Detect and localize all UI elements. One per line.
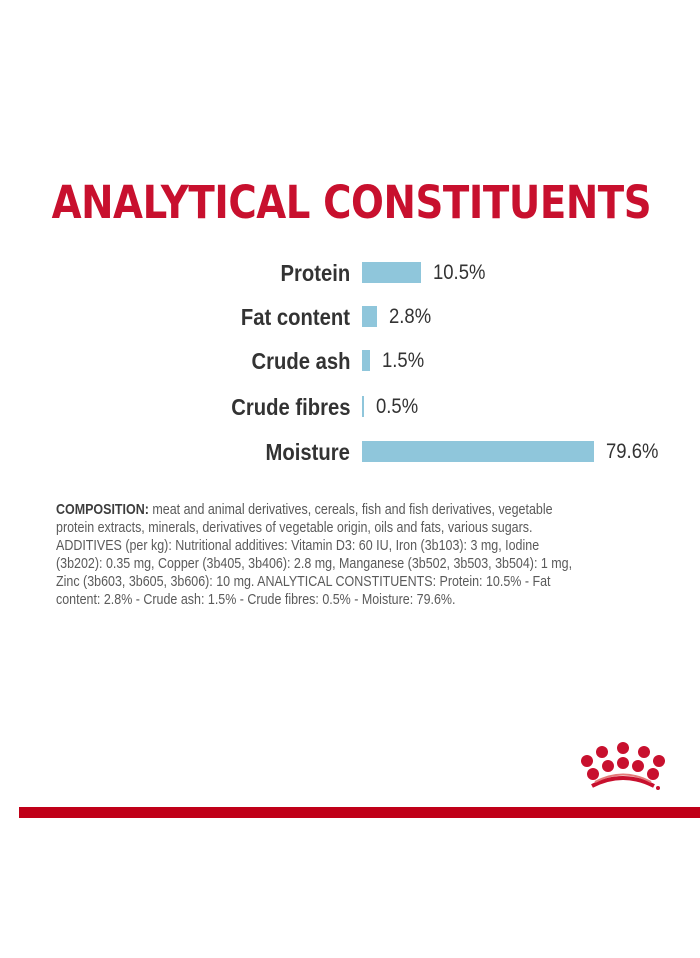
brand-red-stripe bbox=[19, 807, 700, 818]
composition-line: ADDITIVES (per kg): Nutritional additive… bbox=[56, 538, 540, 554]
bar-label: Crude ash bbox=[251, 348, 350, 374]
bar-value: 79.6% bbox=[606, 440, 659, 463]
chart-row-crude-fibres: Crude fibres 0.5% bbox=[0, 394, 700, 420]
composition-text: COMPOSITION: meat and animal derivatives… bbox=[56, 501, 655, 609]
bar bbox=[362, 350, 370, 371]
crown-icon bbox=[578, 740, 668, 792]
chart-row-fat-content: Fat content 2.8% bbox=[0, 304, 700, 330]
bar-label: Protein bbox=[280, 260, 350, 286]
chart-row-moisture: Moisture 79.6% bbox=[0, 439, 700, 465]
page-title: ANALYTICAL CONSTITUENTS bbox=[51, 176, 652, 229]
bar-value: 1.5% bbox=[382, 349, 425, 372]
composition-line: content: 2.8% - Crude ash: 1.5% - Crude … bbox=[56, 592, 456, 608]
bar bbox=[362, 441, 594, 462]
bar-label: Fat content bbox=[240, 304, 350, 330]
composition-line: COMPOSITION: meat and animal derivatives… bbox=[56, 502, 553, 518]
bar-value: 0.5% bbox=[376, 395, 419, 418]
bar bbox=[362, 396, 364, 417]
composition-heading: COMPOSITION: bbox=[56, 502, 149, 518]
composition-line: (3b202): 0.35 mg, Copper (3b405, 3b406):… bbox=[56, 556, 573, 572]
bar bbox=[362, 262, 421, 283]
analytical-constituents-chart: Protein 10.5% Fat content 2.8% Crude ash… bbox=[0, 260, 700, 465]
bar-value: 10.5% bbox=[433, 261, 486, 284]
chart-row-crude-ash: Crude ash 1.5% bbox=[0, 348, 700, 374]
chart-row-protein: Protein 10.5% bbox=[0, 260, 700, 286]
composition-line: protein extracts, minerals, derivatives … bbox=[56, 520, 533, 536]
composition-line: Zinc (3b603, 3b605, 3b606): 10 mg. ANALY… bbox=[56, 574, 551, 590]
bar-label: Moisture bbox=[265, 439, 350, 465]
bar bbox=[362, 306, 377, 327]
bar-value: 2.8% bbox=[389, 305, 432, 328]
bar-label: Crude fibres bbox=[230, 394, 350, 420]
